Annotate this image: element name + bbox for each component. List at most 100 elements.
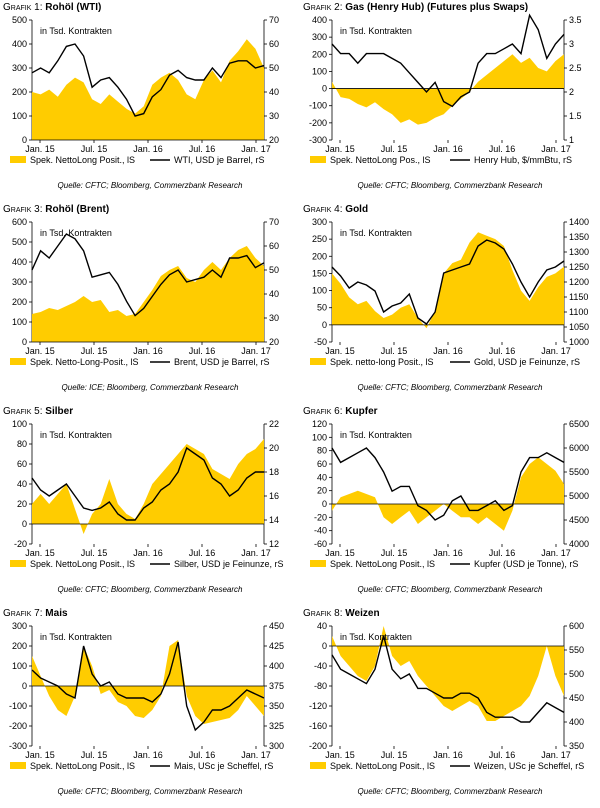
left-tick-label: 40	[317, 472, 327, 482]
left-tick-label: 0	[322, 499, 327, 509]
right-tick-label: 600	[569, 621, 584, 631]
right-tick-label: 12	[269, 539, 279, 549]
legend-area-swatch	[10, 358, 26, 365]
left-tick-label: 150	[312, 268, 327, 278]
area-series	[332, 626, 564, 721]
panel-prefix: Grafik 3:	[3, 204, 43, 215]
legend-area-swatch	[10, 156, 26, 163]
left-tick-label: -80	[314, 681, 327, 691]
units-note: in Tsd. Kontrakten	[40, 430, 112, 440]
left-tick-label: 0	[22, 337, 27, 347]
left-tick-label: -20	[14, 539, 27, 549]
right-tick-label: 1350	[569, 232, 589, 242]
right-tick-label: 300	[269, 741, 284, 751]
source-note: Quelle: CFTC; Bloomberg, Commerzbank Res…	[57, 181, 243, 190]
x-tick-label: Jul. 15	[81, 750, 108, 760]
units-note: in Tsd. Kontrakten	[40, 228, 112, 238]
right-tick-label: 70	[269, 15, 279, 25]
right-tick-label: 50	[269, 63, 279, 73]
legend-line-label: WTI, USD je Barrel, rS	[174, 155, 265, 165]
chart-kupfer: -60 -40 -20 0 20 40 60 80 100 120 4000 4500 5000 5500…	[310, 419, 589, 569]
x-tick-label: Jul. 15	[81, 144, 108, 154]
legend-area-label: Spek. NettoLong Posit., lS	[330, 761, 435, 771]
legend-area-swatch	[310, 560, 326, 567]
panel-prefix: Grafik 8:	[303, 608, 343, 619]
line-series	[331, 447, 565, 521]
left-tick-label: 50	[317, 303, 327, 313]
legend-line-label: Gold, USD je Feinunze, rS	[474, 357, 580, 367]
panel-title: Grafik 1: Rohöl (WTI)	[3, 2, 101, 13]
panel-name: Gas (Henry Hub) (Futures plus Swaps)	[345, 2, 529, 13]
x-tick-label: Jan. 16	[433, 750, 463, 760]
source-note: Quelle: CFTC; Bloomberg, Commerzbank Res…	[357, 585, 543, 594]
line-series	[31, 641, 265, 732]
x-tick-label: Jan. 16	[133, 144, 163, 154]
left-tick-label: 200	[312, 49, 327, 59]
x-tick-label: Jan. 17	[241, 548, 271, 558]
right-tick-label: 350	[569, 741, 584, 751]
right-tick-label: 325	[269, 721, 284, 731]
left-tick-label: -60	[314, 539, 327, 549]
line-series	[331, 13, 565, 108]
area-series	[32, 640, 264, 724]
left-tick-label: 400	[312, 15, 327, 25]
units-note: in Tsd. Kontrakten	[340, 430, 412, 440]
left-tick-label: 200	[312, 251, 327, 261]
left-tick-label: 20	[17, 499, 27, 509]
left-tick-label: 300	[312, 32, 327, 42]
legend-area-label: Spek. NettoLong Posit., lS	[330, 559, 435, 569]
panel-title: Grafik 5: Silber	[3, 406, 73, 417]
source-note: Quelle: CFTC; Bloomberg, Commerzbank Res…	[357, 383, 543, 392]
right-tick-label: 50	[269, 265, 279, 275]
legend-area-label: Spek. Netto-Long-Posit., lS	[30, 357, 139, 367]
x-tick-label: Jan. 15	[25, 548, 55, 558]
chart-gold: -50 0 50 100 150 200 250 300 1000 1050 1100 1150 120…	[310, 217, 589, 367]
panel-prefix: Grafik 6:	[303, 406, 343, 417]
source-note: Quelle: CFTC; Bloomberg, Commerzbank Res…	[57, 585, 243, 594]
right-tick-label: 4000	[569, 539, 589, 549]
panel-prefix: Grafik 2:	[303, 2, 343, 13]
area-series	[332, 457, 564, 531]
left-tick-label: 0	[22, 681, 27, 691]
area-series	[32, 439, 264, 534]
source-note: Quelle: ICE; Bloomberg, Commerzbank Rese…	[61, 383, 239, 392]
right-tick-label: 16	[269, 491, 279, 501]
area-series	[32, 246, 264, 342]
right-tick-label: 400	[269, 661, 284, 671]
legend-line-label: Henry Hub, $/mmBtu, rS	[474, 155, 572, 165]
x-tick-label: Jul. 16	[189, 346, 216, 356]
panel-title: Grafik 3: Rohöl (Brent)	[3, 204, 109, 215]
panel-name: Kupfer	[345, 406, 378, 417]
x-tick-label: Jan. 15	[325, 144, 355, 154]
panel-title: Grafik 7: Mais	[3, 608, 68, 619]
area-series	[332, 54, 564, 125]
x-tick-label: Jul. 15	[381, 346, 408, 356]
x-tick-label: Jul. 15	[81, 346, 108, 356]
left-tick-label: -40	[314, 526, 327, 536]
right-tick-label: 1000	[569, 337, 589, 347]
left-tick-label: 200	[12, 87, 27, 97]
units-note: in Tsd. Kontrakten	[40, 26, 112, 36]
x-tick-label: Jul. 16	[489, 548, 516, 558]
right-tick-label: 18	[269, 467, 279, 477]
x-tick-label: Jan. 17	[541, 144, 571, 154]
x-tick-label: Jan. 15	[25, 144, 55, 154]
units-note: in Tsd. Kontrakten	[340, 228, 412, 238]
left-tick-label: 0	[322, 320, 327, 330]
panel-title: Grafik 4: Gold	[303, 204, 368, 215]
panel-name: Weizen	[345, 608, 380, 619]
left-tick-label: 40	[317, 621, 327, 631]
legend-area-label: Spek. NettoLong Posit., lS	[30, 559, 135, 569]
x-tick-label: Jan. 15	[325, 548, 355, 558]
legend-line-label: Weizen, USc je Scheffel, rS	[474, 761, 584, 771]
left-tick-label: -40	[314, 661, 327, 671]
source-note: Quelle: CFTC; Bloomberg, Commerzbank Res…	[57, 787, 243, 796]
right-tick-label: 2	[569, 87, 574, 97]
panel-prefix: Grafik 1:	[3, 2, 43, 13]
x-tick-label: Jan. 17	[541, 346, 571, 356]
x-tick-label: Jan. 15	[25, 346, 55, 356]
panel-name: Gold	[345, 204, 369, 215]
left-tick-label: -200	[9, 721, 27, 731]
left-tick-label: 40	[17, 479, 27, 489]
